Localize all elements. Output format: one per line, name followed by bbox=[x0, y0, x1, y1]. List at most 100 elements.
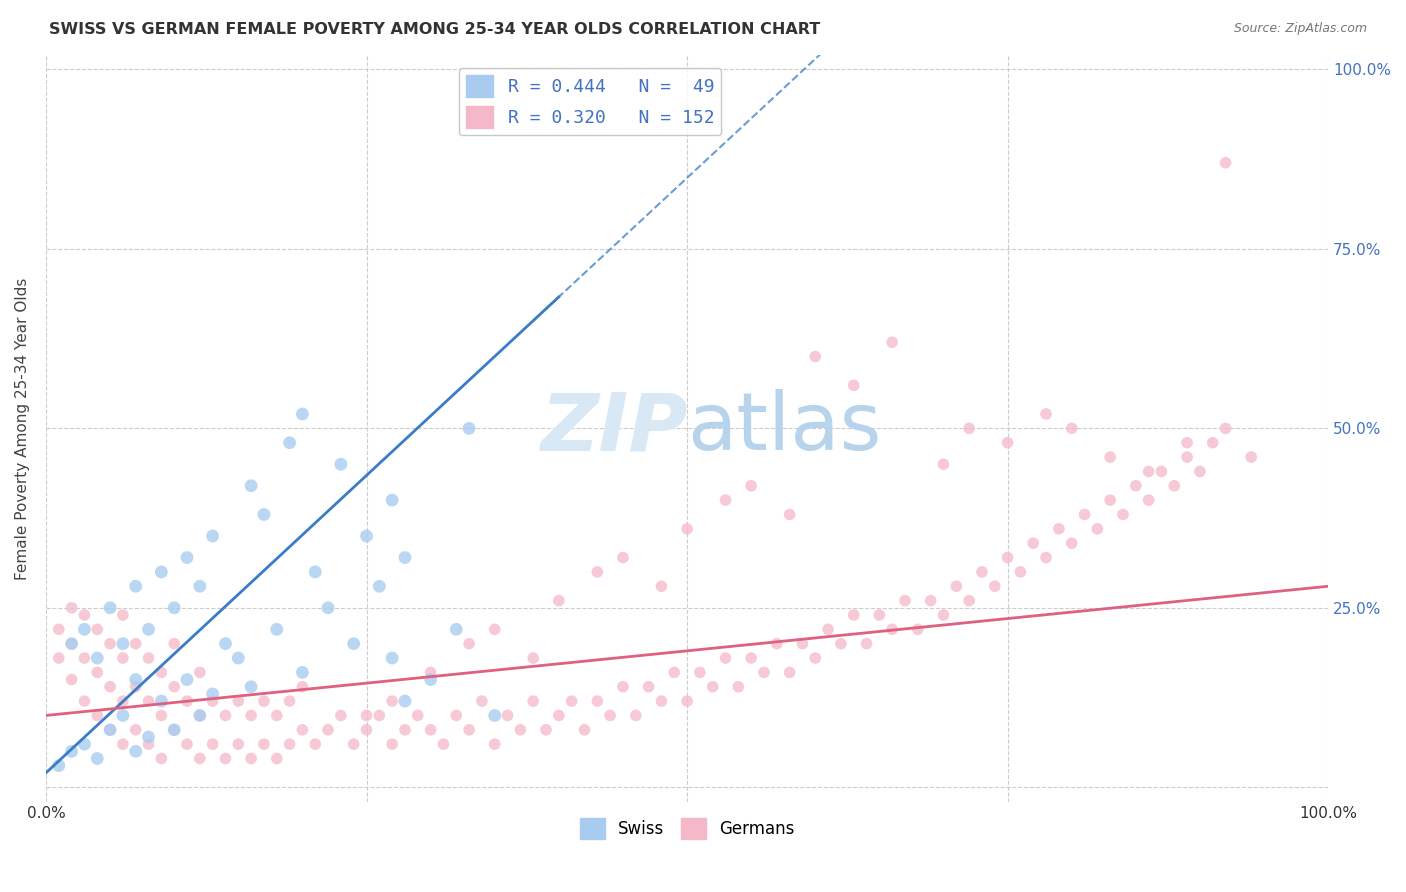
Point bbox=[214, 637, 236, 651]
Point bbox=[419, 723, 441, 737]
Point bbox=[714, 651, 737, 665]
Point bbox=[98, 723, 121, 737]
Point bbox=[830, 637, 852, 651]
Point bbox=[201, 694, 224, 708]
Point bbox=[111, 708, 134, 723]
Point bbox=[278, 737, 301, 751]
Point bbox=[984, 579, 1007, 593]
Point bbox=[214, 751, 236, 765]
Point bbox=[150, 694, 173, 708]
Point bbox=[804, 350, 827, 364]
Point bbox=[394, 694, 416, 708]
Point bbox=[882, 623, 904, 637]
Point bbox=[1215, 421, 1237, 435]
Point bbox=[176, 737, 198, 751]
Point bbox=[48, 623, 70, 637]
Point bbox=[1188, 464, 1211, 478]
Point bbox=[150, 751, 173, 765]
Point bbox=[73, 737, 96, 751]
Point bbox=[702, 680, 724, 694]
Point bbox=[1099, 493, 1122, 508]
Point bbox=[496, 708, 519, 723]
Point bbox=[73, 623, 96, 637]
Point bbox=[664, 665, 686, 680]
Point bbox=[1099, 450, 1122, 464]
Point bbox=[446, 623, 468, 637]
Point bbox=[98, 680, 121, 694]
Point bbox=[368, 708, 391, 723]
Point bbox=[547, 708, 569, 723]
Point bbox=[842, 607, 865, 622]
Point bbox=[779, 508, 801, 522]
Point bbox=[73, 607, 96, 622]
Point bbox=[1035, 550, 1057, 565]
Point bbox=[945, 579, 967, 593]
Point bbox=[125, 637, 148, 651]
Point bbox=[98, 637, 121, 651]
Point bbox=[86, 665, 108, 680]
Legend: Swiss, Germans: Swiss, Germans bbox=[572, 812, 801, 846]
Point bbox=[1047, 522, 1070, 536]
Point bbox=[1215, 156, 1237, 170]
Point bbox=[253, 508, 276, 522]
Point bbox=[752, 665, 775, 680]
Point bbox=[394, 550, 416, 565]
Point bbox=[278, 435, 301, 450]
Point bbox=[304, 737, 326, 751]
Point bbox=[138, 623, 160, 637]
Point bbox=[188, 665, 211, 680]
Point bbox=[343, 737, 366, 751]
Text: atlas: atlas bbox=[688, 389, 882, 467]
Point bbox=[484, 737, 506, 751]
Point bbox=[932, 457, 955, 471]
Point bbox=[138, 737, 160, 751]
Point bbox=[612, 550, 634, 565]
Point bbox=[48, 758, 70, 772]
Point bbox=[240, 479, 263, 493]
Point bbox=[163, 680, 186, 694]
Point bbox=[868, 607, 890, 622]
Point bbox=[522, 694, 544, 708]
Point bbox=[226, 694, 249, 708]
Point bbox=[1085, 522, 1108, 536]
Point bbox=[650, 579, 672, 593]
Point bbox=[765, 637, 787, 651]
Point bbox=[406, 708, 429, 723]
Point bbox=[291, 407, 314, 421]
Point bbox=[907, 623, 929, 637]
Point bbox=[163, 637, 186, 651]
Point bbox=[343, 637, 366, 651]
Point bbox=[60, 673, 83, 687]
Point bbox=[394, 723, 416, 737]
Point bbox=[1202, 435, 1225, 450]
Point bbox=[266, 751, 288, 765]
Point bbox=[291, 665, 314, 680]
Point bbox=[368, 579, 391, 593]
Point bbox=[612, 680, 634, 694]
Point bbox=[882, 335, 904, 350]
Point bbox=[471, 694, 494, 708]
Point bbox=[86, 751, 108, 765]
Point bbox=[226, 651, 249, 665]
Point bbox=[446, 708, 468, 723]
Point bbox=[176, 673, 198, 687]
Point bbox=[163, 600, 186, 615]
Point bbox=[214, 708, 236, 723]
Text: ZIP: ZIP bbox=[540, 389, 688, 467]
Point bbox=[804, 651, 827, 665]
Point bbox=[574, 723, 596, 737]
Point bbox=[1240, 450, 1263, 464]
Text: SWISS VS GERMAN FEMALE POVERTY AMONG 25-34 YEAR OLDS CORRELATION CHART: SWISS VS GERMAN FEMALE POVERTY AMONG 25-… bbox=[49, 22, 821, 37]
Point bbox=[1137, 493, 1160, 508]
Point bbox=[266, 708, 288, 723]
Point bbox=[98, 723, 121, 737]
Point bbox=[98, 600, 121, 615]
Point bbox=[150, 708, 173, 723]
Point bbox=[278, 694, 301, 708]
Point bbox=[458, 637, 481, 651]
Point bbox=[624, 708, 647, 723]
Point bbox=[356, 708, 378, 723]
Point bbox=[111, 737, 134, 751]
Point bbox=[599, 708, 621, 723]
Point bbox=[727, 680, 749, 694]
